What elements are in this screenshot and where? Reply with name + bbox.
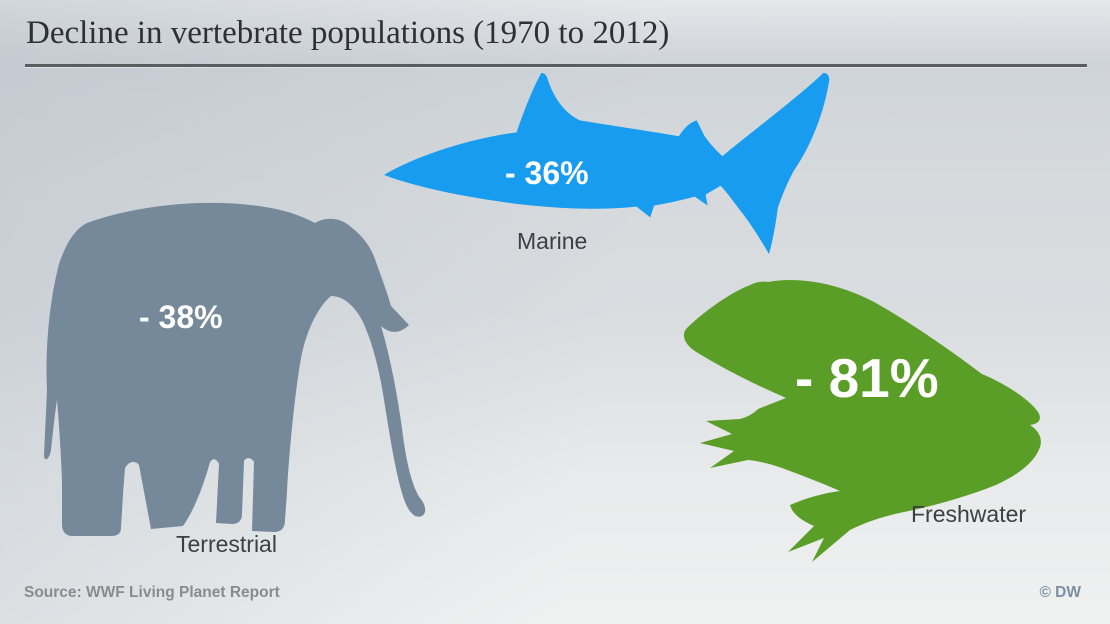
freshwater-label: Freshwater [911, 501, 1027, 527]
terrestrial-value: - 38% [139, 299, 223, 335]
marine-label: Marine [517, 228, 588, 254]
shark-icon [383, 72, 830, 255]
title-divider [25, 64, 1087, 67]
page-title: Decline in vertebrate populations (1970 … [26, 15, 670, 51]
terrestrial-label: Terrestrial [176, 531, 277, 557]
freshwater-value: - 81% [795, 347, 939, 409]
dw-copyright: © DW [1039, 584, 1081, 601]
elephant-icon [44, 202, 426, 536]
marine-value: - 36% [505, 155, 589, 191]
frog-icon [683, 280, 1041, 562]
source-text: Source: WWF Living Planet Report [24, 584, 280, 601]
